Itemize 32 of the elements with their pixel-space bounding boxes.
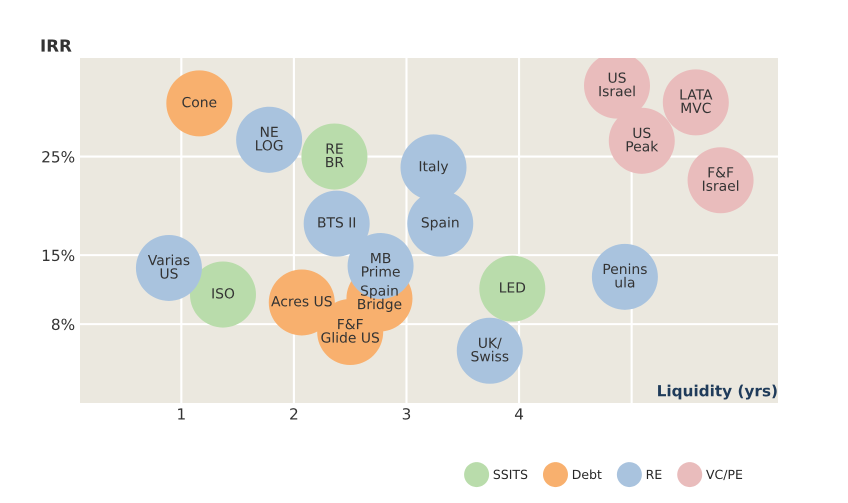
x-tick-label: 3: [402, 408, 410, 420]
annotation: BTS II: [318, 217, 356, 228]
annotation: RE BR: [326, 144, 344, 168]
annotation: ISO: [212, 288, 234, 299]
annotation: Penins ula: [604, 263, 647, 288]
annotation: LED: [500, 282, 526, 292]
y-tick-label: 8%: [52, 318, 74, 330]
legend-label: VC/PE: [706, 470, 742, 480]
x-axis-title: Liquidity (yrs): [658, 384, 777, 400]
x-tick-label: 1: [178, 408, 185, 420]
x-tick-label: 2: [290, 408, 298, 420]
x-tick-label: 4: [514, 408, 524, 420]
annotation: Spain: [422, 216, 458, 230]
legend-label: SSITS: [494, 470, 528, 480]
annotation: MB Prime: [362, 252, 400, 277]
y-axis-title: IRR: [42, 39, 72, 52]
legend-label: Debt: [572, 469, 602, 480]
annotation: F&F Israel: [702, 167, 738, 191]
annotation: Acres US: [271, 296, 332, 306]
y-tick-label: 25%: [42, 151, 74, 163]
annotation: Italy: [420, 160, 448, 174]
annotation: Cone: [182, 96, 216, 108]
annotation: NE LOG: [256, 126, 282, 151]
annotation: F&F Glide US: [321, 318, 380, 343]
annotation: Spain Bridge: [358, 285, 402, 312]
annotation: US Israel: [599, 72, 635, 96]
annotation: UK/ Swiss: [471, 338, 508, 362]
annotation: LATA MVC: [680, 89, 712, 114]
annotation: Varias US: [148, 254, 190, 279]
y-tick-label: 15%: [42, 250, 74, 262]
legend-label: RE: [646, 470, 662, 479]
annotation: US Peak: [626, 128, 658, 152]
